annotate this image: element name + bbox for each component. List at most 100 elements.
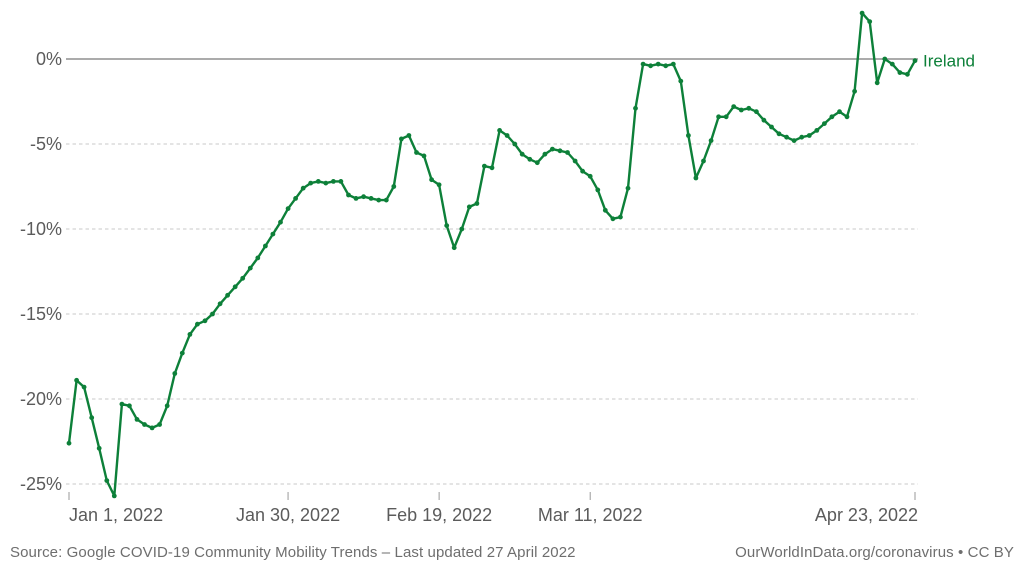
data-point: [482, 163, 487, 169]
data-point: [497, 127, 502, 133]
data-point: [580, 168, 585, 174]
data-point: [874, 80, 880, 86]
chart-footer: Source: Google COVID-19 Community Mobili…: [10, 544, 1014, 561]
data-point: [693, 175, 699, 181]
data-point: [716, 114, 721, 120]
data-point: [844, 114, 850, 120]
data-point: [300, 185, 306, 191]
data-point: [670, 61, 676, 67]
data-point: [905, 71, 910, 77]
data-point: [414, 150, 419, 155]
data-point: [587, 173, 593, 179]
data-point: [731, 104, 737, 109]
data-point: [859, 10, 865, 16]
data-point: [542, 151, 548, 157]
data-point: [822, 121, 827, 126]
data-point: [353, 196, 359, 201]
data-point: [746, 105, 752, 111]
data-point: [512, 141, 518, 147]
data-point: [247, 265, 253, 271]
data-point: [852, 88, 857, 94]
data-point: [663, 63, 669, 69]
data-point: [142, 422, 147, 427]
ireland-line: [67, 11, 917, 498]
x-tick-label: Jan 1, 2022: [69, 505, 163, 525]
data-point: [187, 332, 193, 337]
data-point: [837, 109, 842, 115]
data-point: [595, 187, 601, 193]
data-point: [278, 219, 283, 225]
data-point: [308, 180, 314, 186]
data-point: [429, 177, 434, 183]
data-point: [799, 134, 805, 140]
data-point: [315, 179, 321, 184]
x-tick-label: Jan 30, 2022: [236, 505, 340, 525]
data-point: [912, 58, 918, 64]
data-point: [474, 201, 480, 206]
data-point: [210, 311, 215, 317]
data-point: [648, 63, 653, 69]
data-point: [331, 179, 336, 184]
data-point: [195, 321, 200, 327]
data-point: [451, 245, 457, 251]
data-point: [867, 19, 873, 24]
data-point: [754, 109, 759, 115]
data-point: [889, 61, 895, 67]
data-point: [618, 214, 623, 220]
data-point: [406, 133, 412, 138]
data-point: [202, 318, 208, 324]
data-point: [164, 403, 170, 409]
x-tick-label: Mar 11, 2022: [538, 505, 643, 525]
data-point: [814, 127, 820, 133]
data-point: [346, 192, 351, 198]
data-point: [633, 105, 638, 111]
x-tick-label: Feb 19, 2022: [386, 505, 492, 525]
data-point: [534, 160, 540, 166]
data-point: [897, 70, 903, 75]
data-point: [255, 255, 261, 261]
data-point: [96, 445, 102, 451]
data-point: [776, 131, 782, 137]
data-point: [489, 165, 495, 171]
data-point: [119, 401, 125, 407]
y-tick-label: 0%: [36, 49, 62, 69]
data-point: [701, 158, 706, 164]
data-point: [240, 275, 246, 281]
y-axis-labels: 0% -5% -10% -15% -20% -25%: [20, 49, 62, 494]
data-point: [686, 133, 691, 138]
data-point: [383, 197, 389, 203]
data-point: [149, 425, 155, 431]
data-point: [232, 284, 238, 290]
data-point: [519, 151, 525, 157]
data-point: [225, 292, 231, 298]
y-tick-label: -15%: [20, 304, 62, 324]
data-point: [270, 231, 276, 237]
data-point: [376, 197, 382, 203]
data-point: [655, 61, 661, 67]
data-point: [678, 78, 684, 84]
data-point: [791, 138, 797, 144]
data-point: [391, 184, 397, 189]
data-point: [829, 114, 835, 120]
y-tick-label: -25%: [20, 474, 62, 494]
data-point: [459, 226, 465, 232]
x-axis-labels: Jan 1, 2022 Jan 30, 2022 Feb 19, 2022 Mar 1…: [68, 492, 918, 525]
data-point: [602, 207, 608, 213]
data-point: [738, 107, 744, 113]
data-point: [723, 114, 729, 120]
data-point: [769, 124, 774, 130]
gridlines: [66, 58, 918, 485]
data-point: [784, 134, 789, 140]
data-point: [504, 133, 510, 138]
data-point: [66, 440, 72, 446]
data-point: [157, 422, 163, 427]
data-point: [104, 478, 110, 483]
data-point: [89, 415, 95, 421]
y-tick-label: -5%: [30, 134, 62, 154]
data-point: [111, 493, 117, 499]
data-point: [179, 350, 185, 356]
data-point: [361, 194, 366, 200]
data-point: [708, 138, 714, 144]
data-point: [565, 150, 570, 155]
